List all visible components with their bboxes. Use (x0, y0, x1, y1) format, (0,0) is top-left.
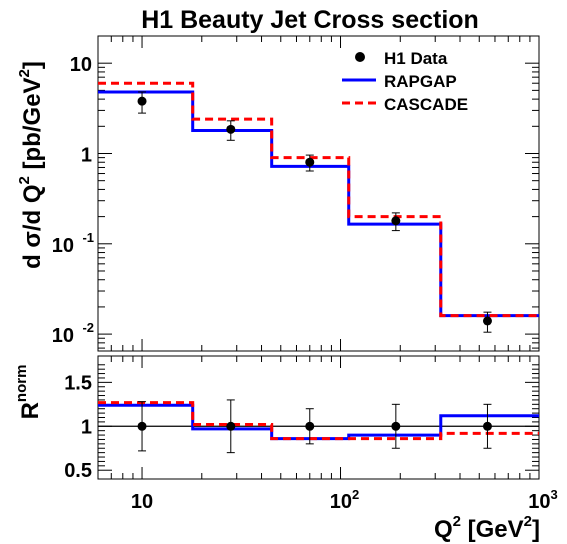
top-data-point (305, 157, 315, 167)
top-y-tick-label: 10 (52, 235, 74, 257)
x-tick-label: 102 (330, 487, 359, 513)
legend-label: CASCADE (384, 95, 468, 114)
top-data-point (482, 316, 492, 326)
bottom-cascade-step (98, 401, 539, 441)
bottom-y-tick-label: 1 (81, 416, 92, 438)
bottom-data-point (305, 421, 315, 431)
top-panel-frame (97, 35, 540, 352)
bottom-y-tick-label: 1.5 (64, 372, 92, 394)
top-y-tick-label-exp: -2 (82, 320, 94, 335)
x-tick-label: 103 (528, 487, 557, 513)
bottom-y-tick-label: 0.5 (64, 460, 92, 482)
bottom-data-point (137, 421, 147, 431)
top-y-tick-label: 10 (70, 54, 92, 76)
top-data-point (226, 124, 236, 134)
x-tick-label: 10 (131, 491, 153, 513)
legend-label: RAPGAP (384, 72, 457, 91)
top-data-point (391, 216, 401, 226)
top-y-tick-label-exp: -1 (82, 230, 94, 245)
top-y-tick-label: 1 (81, 144, 92, 166)
bottom-data-point (226, 421, 236, 431)
top-cascade-step (98, 81, 539, 318)
top-y-tick-label: 10 (52, 325, 74, 347)
chart-title: H1 Beauty Jet Cross section (141, 6, 479, 34)
bottom-data-point (391, 421, 401, 431)
top-y-axis-label: d σ/d Q2 [pb/GeV2] (16, 61, 46, 269)
bottom-panel-frame (97, 355, 540, 480)
top-data-point (137, 96, 147, 106)
legend-label: H1 Data (384, 49, 448, 68)
top-rapgap-step (98, 90, 539, 318)
bottom-data-point (482, 421, 492, 431)
legend-marker-data (355, 52, 365, 62)
bottom-y-axis-label: Rnorm (13, 365, 44, 420)
x-axis-label: Q2 [GeV2] (434, 513, 540, 543)
